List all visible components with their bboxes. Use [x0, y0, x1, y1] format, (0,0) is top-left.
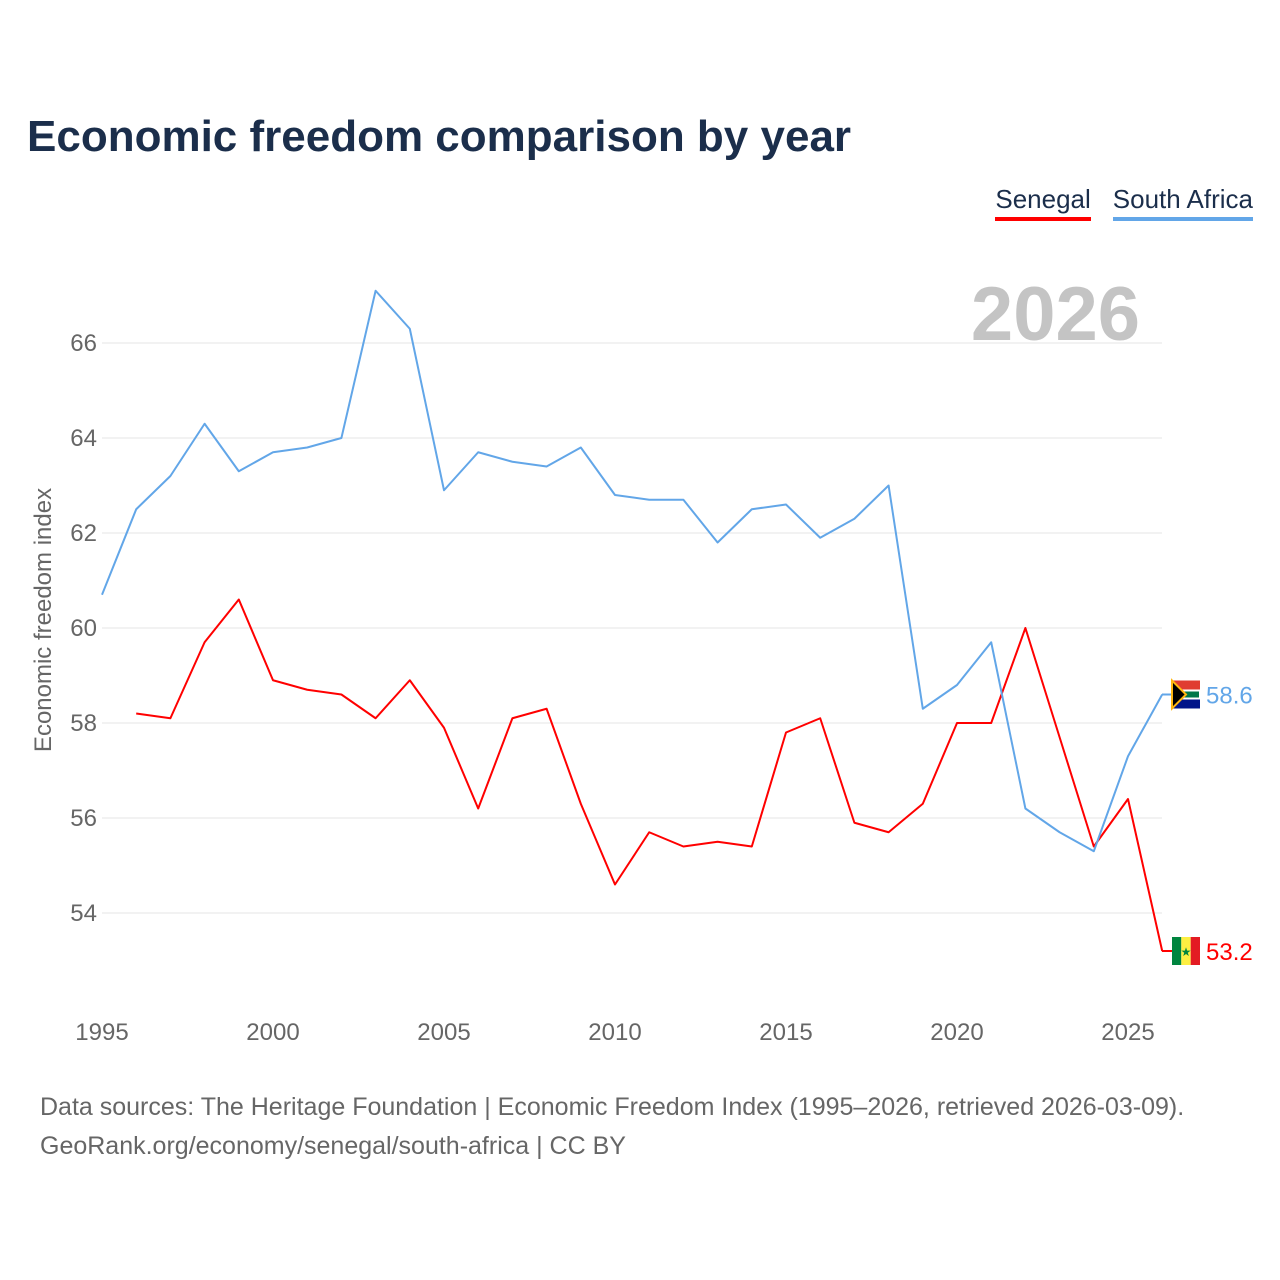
series-line-south-africa [101, 289, 1164, 853]
legend-senegal[interactable]: Senegal [995, 184, 1091, 221]
x-tick-label: 2025 [1101, 1019, 1154, 1046]
y-tick-label: 58 [70, 710, 97, 737]
x-tick-label: 2000 [246, 1019, 299, 1046]
y-tick-label: 54 [70, 900, 97, 927]
x-tick-label: 2020 [930, 1019, 983, 1046]
x-tick-label: 1995 [75, 1019, 128, 1046]
senegal-flag-icon: ★ [1172, 937, 1200, 965]
data-sources: Data sources: The Heritage Foundation | … [40, 1093, 1185, 1121]
footer: Data sources: The Heritage Foundation | … [40, 1088, 1184, 1166]
end-value-label: 53.2 [1206, 939, 1253, 966]
y-tick-label: 62 [70, 520, 97, 547]
chart-title: Economic freedom comparison by year [27, 112, 852, 161]
x-tick-label: 2010 [588, 1019, 641, 1046]
y-tick-label: 56 [70, 805, 97, 832]
south-africa-flag-icon [1171, 678, 1201, 711]
y-tick-label: 66 [70, 330, 97, 357]
source-link[interactable]: GeoRank.org/economy/senegal/south-africa… [40, 1132, 626, 1160]
x-tick-label: 2005 [417, 1019, 470, 1046]
legend: Senegal South Africa [995, 184, 1253, 221]
legend-south-africa[interactable]: South Africa [1112, 184, 1253, 221]
y-tick-label: 60 [70, 615, 97, 642]
series-line-senegal [136, 598, 1164, 952]
y-axis-label: Economic freedom index [30, 488, 57, 752]
x-tick-label: 2015 [759, 1019, 812, 1046]
y-tick-label: 64 [70, 425, 97, 452]
end-value-label: 58.6 [1206, 683, 1253, 710]
svg-text:★: ★ [1181, 945, 1192, 959]
year-watermark: 2026 [971, 272, 1140, 357]
